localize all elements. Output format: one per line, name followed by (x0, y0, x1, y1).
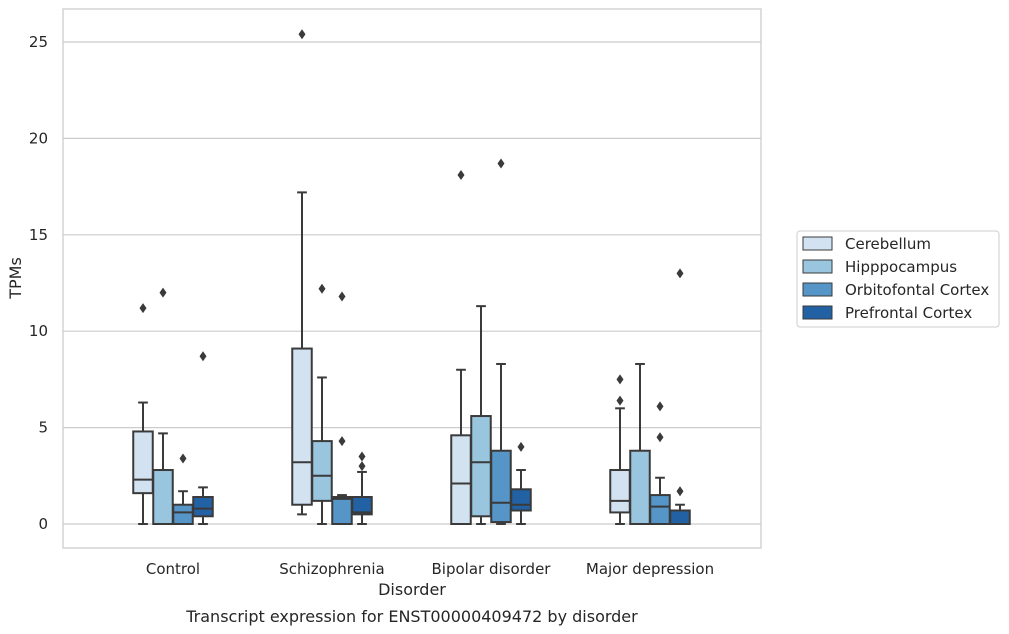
outlier-point (457, 170, 465, 181)
box-body (172, 503, 194, 526)
legend-label: Cerebellum (845, 235, 931, 253)
outlier-point (358, 461, 366, 472)
plot-frame (62, 8, 762, 549)
legend-swatch (802, 259, 833, 274)
box-hipppocampus-0 (152, 287, 174, 525)
outlier-point (517, 441, 525, 452)
box-body (450, 434, 472, 526)
box-body (609, 469, 631, 514)
outlier-point (656, 401, 664, 412)
box-elements (132, 29, 691, 526)
box-cerebellum-1 (291, 29, 313, 516)
y-tick-label: 5 (38, 419, 48, 437)
y-axis-label: TPMs (6, 257, 25, 300)
x-tick-label: Schizophrenia (279, 560, 384, 578)
legend-label: Hipppocampus (845, 258, 957, 276)
box-body (132, 430, 154, 495)
outlier-point (338, 291, 346, 302)
box-body (470, 415, 492, 518)
x-tick-label: Bipolar disorder (432, 560, 552, 578)
box-orbitofontal-cortex-1 (331, 291, 353, 525)
box-body (351, 496, 373, 516)
outlier-point (676, 486, 684, 497)
outlier-point (139, 303, 147, 314)
box-body (291, 347, 313, 506)
y-tick-label: 15 (29, 226, 48, 244)
outlier-point (199, 351, 207, 362)
box-body (152, 469, 174, 525)
legend-swatch (802, 236, 833, 251)
outlier-point (616, 395, 624, 406)
box-prefrontal-cortex-1 (351, 451, 373, 525)
box-prefrontal-cortex-2 (510, 441, 532, 525)
legend-frame (796, 230, 1000, 328)
outlier-point (179, 453, 187, 464)
box-body (629, 449, 651, 525)
box-cerebellum-0 (132, 303, 154, 525)
x-tick-labels: Control Schizophrenia Bipolar disorder Majo… (146, 560, 714, 578)
box-body (649, 494, 671, 525)
legend-label: Orbitofontal Cortex (845, 281, 989, 299)
box-orbitofontal-cortex-0 (172, 453, 194, 526)
box-orbitofontal-cortex-3 (649, 401, 671, 525)
legend-swatch (802, 305, 833, 320)
box-hipppocampus-2 (470, 305, 492, 525)
box-hipppocampus-1 (311, 283, 333, 525)
x-axis-label: Disorder (378, 580, 446, 599)
box-body (490, 449, 512, 524)
outlier-point (298, 29, 306, 40)
outlier-point (656, 432, 664, 443)
box-body (192, 496, 214, 518)
outlier-point (338, 436, 346, 447)
box-cerebellum-3 (609, 374, 631, 525)
outlier-point (497, 158, 505, 169)
box-body (669, 509, 691, 525)
outlier-point (358, 451, 366, 462)
legend: Cerebellum Hipppocampus Orbitofontal Corte… (796, 230, 1000, 328)
outlier-point (676, 268, 684, 279)
box-hipppocampus-3 (629, 362, 651, 525)
legend-swatch (802, 282, 833, 297)
outlier-point (159, 287, 167, 298)
outlier-point (616, 374, 624, 385)
box-orbitofontal-cortex-2 (490, 158, 512, 525)
x-tick-label: Major depression (586, 560, 714, 578)
x-tick-label: Control (146, 560, 200, 578)
y-tick-labels: 0 5 10 15 20 25 (29, 33, 48, 533)
box-prefrontal-cortex-0 (192, 351, 214, 525)
y-tick-label: 0 (38, 515, 48, 533)
box-body (510, 488, 532, 512)
outlier-point (318, 283, 326, 294)
y-tick-label: 20 (29, 129, 48, 147)
box-body (331, 496, 353, 525)
box-cerebellum-2 (450, 170, 472, 526)
chart-caption: Transcript expression for ENST0000040947… (185, 607, 638, 626)
box-body (311, 440, 333, 502)
box-prefrontal-cortex-3 (669, 268, 691, 525)
legend-label: Prefrontal Cortex (845, 304, 972, 322)
gridlines (63, 41, 761, 525)
y-tick-label: 10 (29, 322, 48, 340)
y-tick-label: 25 (29, 33, 48, 51)
